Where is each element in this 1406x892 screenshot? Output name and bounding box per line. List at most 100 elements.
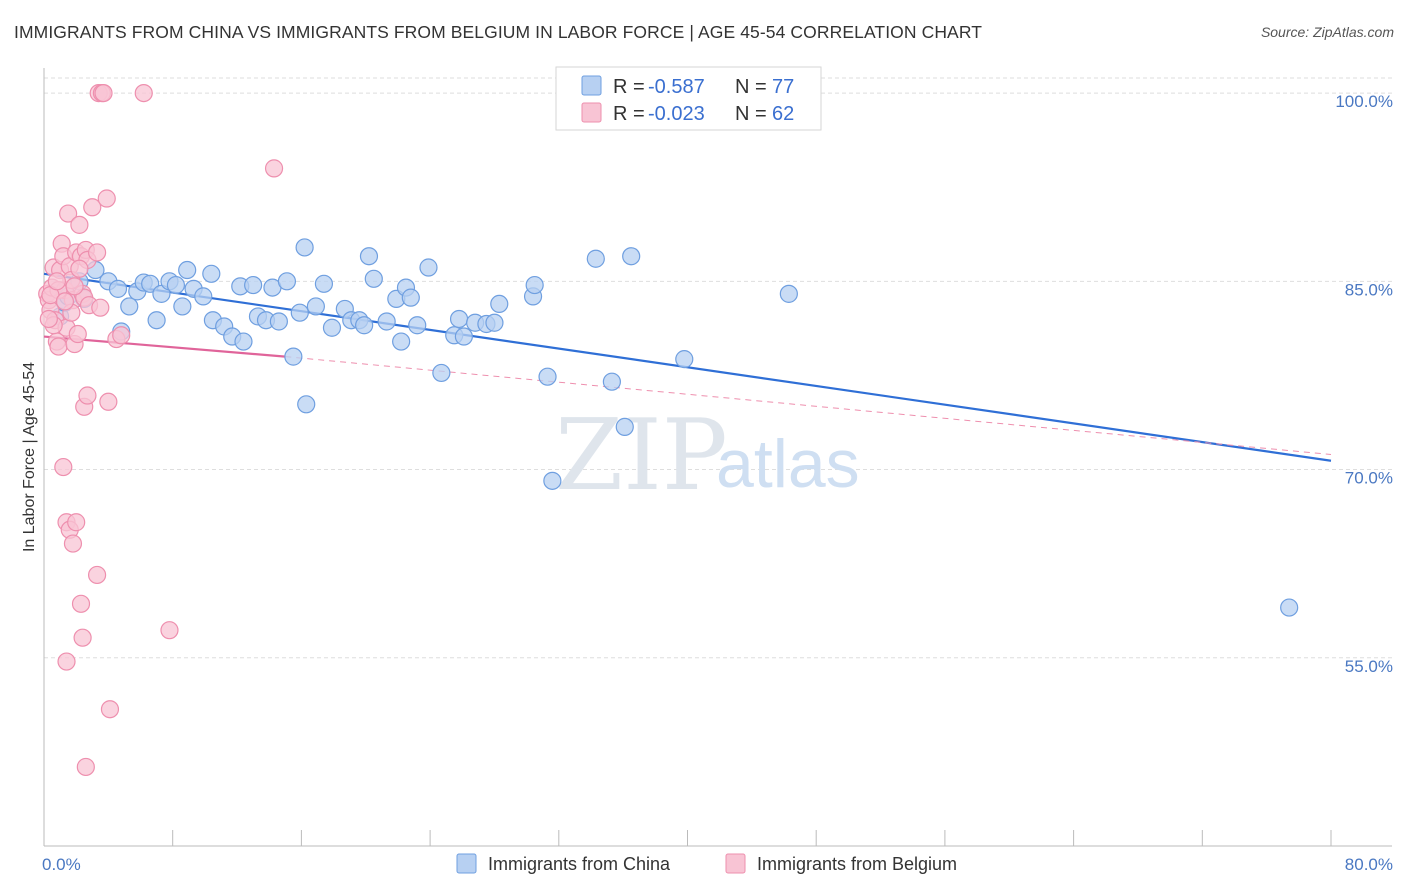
bottom-legend-label-belgium: Immigrants from Belgium xyxy=(757,854,957,874)
china-point-56 xyxy=(454,327,473,346)
y-tick-label-1: 70.0% xyxy=(1345,469,1393,488)
china-point-68 xyxy=(622,247,641,266)
belgium-point-19 xyxy=(68,324,87,344)
legend-n-value-belgium: 62 xyxy=(772,103,794,125)
legend-n-label-china: N = xyxy=(735,76,767,98)
y-tick-label-2: 85.0% xyxy=(1345,280,1393,299)
watermark: ZIP atlas xyxy=(555,399,860,513)
china-point-53 xyxy=(432,363,451,383)
legend-n-label-belgium: N = xyxy=(735,103,767,125)
legend-swatch-belgium xyxy=(581,102,602,123)
china-point-9 xyxy=(120,297,139,316)
belgium-point-61 xyxy=(39,309,58,329)
china-point-22 xyxy=(202,264,221,283)
belgium-point-57 xyxy=(55,292,75,311)
legend-r-value-china: -0.587 xyxy=(648,76,705,98)
belgium-point-41 xyxy=(73,628,92,647)
china-point-44 xyxy=(359,247,379,266)
belgium-point-26 xyxy=(83,198,102,217)
china-point-65 xyxy=(586,249,605,268)
belgium-point-39 xyxy=(67,513,86,532)
belgium-point-38 xyxy=(63,534,83,553)
chart-title: IMMIGRANTS FROM CHINA VS IMMIGRANTS FROM… xyxy=(14,22,983,42)
belgium-point-44 xyxy=(99,392,118,411)
china-point-62 xyxy=(525,275,544,295)
y-axis-label: In Labor Force | Age 45-54 xyxy=(21,362,38,552)
china-point-43 xyxy=(355,316,374,335)
china-point-46 xyxy=(377,312,396,331)
belgium-point-56 xyxy=(47,272,66,291)
belgium-point-49 xyxy=(76,757,95,777)
china-point-34 xyxy=(290,303,309,322)
belgium-point-59 xyxy=(70,259,89,278)
china-point-16 xyxy=(166,275,186,295)
china-point-50 xyxy=(401,288,420,307)
china-point-69 xyxy=(675,350,694,369)
x-tick-label-max: 80.0% xyxy=(1345,855,1393,874)
china-point-71 xyxy=(1280,598,1299,617)
belgium-point-13 xyxy=(59,204,78,223)
china-point-51 xyxy=(408,316,427,335)
china-point-38 xyxy=(314,274,334,293)
china-point-36 xyxy=(297,395,316,414)
legend-r-label-belgium: R = xyxy=(613,103,645,125)
belgium-point-20 xyxy=(70,215,89,234)
bottom-legend-label-china: Immigrants from China xyxy=(488,854,671,874)
legend-r-label-china: R = xyxy=(613,76,645,98)
china-point-26 xyxy=(234,332,253,351)
china-point-35 xyxy=(295,238,314,257)
legend-box: R = -0.587 N = 77 R = -0.023 N = 62 xyxy=(555,66,822,131)
source-credit: Source: ZipAtlas.com xyxy=(1260,24,1394,40)
legend-swatch-china xyxy=(581,75,602,96)
belgium-point-30 xyxy=(97,189,116,208)
watermark-zip: ZIP xyxy=(555,399,728,513)
china-point-32 xyxy=(277,272,297,291)
belgium-point-7 xyxy=(49,337,68,356)
china-point-60 xyxy=(490,294,509,314)
belgium-point-43 xyxy=(87,565,107,585)
china-point-13 xyxy=(147,311,166,330)
belgium-point-54 xyxy=(91,298,110,317)
y-tick-label-3: 100.0% xyxy=(1335,92,1393,111)
china-point-33 xyxy=(284,347,303,366)
china-point-7 xyxy=(108,279,128,298)
china-point-63 xyxy=(538,367,557,386)
china-point-31 xyxy=(269,312,288,331)
belgium-point-58 xyxy=(65,277,84,296)
tick-labels: 55.0% 70.0% 85.0% 100.0% 0.0% 80.0% xyxy=(42,92,1393,874)
belgium-point-42 xyxy=(57,652,76,671)
china-point-67 xyxy=(615,417,634,436)
axes xyxy=(43,68,1392,847)
china-point-48 xyxy=(392,332,411,351)
belgium-point-40 xyxy=(71,594,91,613)
belgium-point-27 xyxy=(87,243,107,262)
china-point-66 xyxy=(602,372,621,391)
china-point-64 xyxy=(543,471,562,490)
china-point-52 xyxy=(419,258,438,277)
china-point-17 xyxy=(173,297,192,316)
grid-lines xyxy=(44,77,1392,659)
data-points xyxy=(38,83,1299,777)
china-point-45 xyxy=(364,269,383,288)
legend-n-value-china: 77 xyxy=(772,76,794,98)
belgium-point-60 xyxy=(94,83,113,103)
china-point-18 xyxy=(178,260,197,280)
belgium-point-46 xyxy=(78,386,97,405)
watermark-atlas: atlas xyxy=(716,426,860,502)
china-point-39 xyxy=(322,318,342,337)
bottom-legend: Immigrants from China Immigrants from Be… xyxy=(456,853,957,874)
legend-r-value-belgium: -0.023 xyxy=(648,103,705,125)
china-point-70 xyxy=(779,284,798,303)
belgium-point-35 xyxy=(54,457,73,477)
china-point-59 xyxy=(485,313,504,332)
x-tick-label-min: 0.0% xyxy=(42,855,81,874)
china-point-20 xyxy=(194,287,213,306)
china-point-55 xyxy=(449,309,469,329)
belgium-point-48 xyxy=(100,700,120,719)
bottom-legend-swatch-belgium xyxy=(725,853,746,874)
belgium-point-33 xyxy=(134,83,153,103)
belgium-point-47 xyxy=(160,621,179,640)
belgium-point-32 xyxy=(112,326,131,345)
china-point-27 xyxy=(244,275,263,295)
